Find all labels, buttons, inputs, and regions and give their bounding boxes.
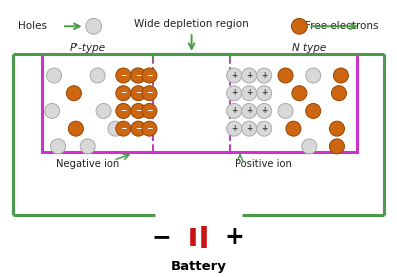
Circle shape	[333, 68, 349, 83]
Circle shape	[256, 68, 272, 83]
Circle shape	[142, 86, 157, 101]
Circle shape	[131, 86, 146, 101]
Text: −: −	[135, 106, 142, 115]
Circle shape	[292, 86, 307, 101]
Text: −: −	[120, 71, 127, 79]
Circle shape	[116, 86, 131, 101]
Circle shape	[227, 121, 242, 136]
Text: +: +	[224, 225, 244, 249]
Text: +: +	[261, 106, 267, 115]
Circle shape	[131, 103, 146, 119]
Text: −: −	[146, 71, 152, 79]
Text: +: +	[231, 124, 237, 133]
Circle shape	[50, 139, 66, 154]
Circle shape	[130, 68, 145, 83]
Text: P'-type: P'-type	[69, 43, 106, 53]
Circle shape	[302, 139, 317, 154]
Circle shape	[116, 121, 131, 136]
Text: +: +	[231, 88, 237, 97]
Text: Holes: Holes	[19, 21, 48, 31]
Circle shape	[242, 121, 256, 136]
Circle shape	[256, 86, 272, 101]
Circle shape	[330, 139, 345, 154]
Circle shape	[256, 121, 272, 136]
Circle shape	[80, 139, 95, 154]
Text: −: −	[135, 71, 142, 79]
Circle shape	[242, 86, 256, 101]
Circle shape	[131, 121, 146, 136]
Circle shape	[227, 103, 242, 119]
Text: −: −	[120, 106, 127, 115]
Circle shape	[142, 121, 157, 136]
Circle shape	[286, 121, 301, 136]
Circle shape	[278, 103, 293, 119]
Circle shape	[44, 103, 60, 119]
Bar	[42, 54, 357, 152]
Circle shape	[86, 18, 102, 34]
Text: −: −	[146, 106, 152, 115]
Circle shape	[142, 68, 157, 83]
Text: −: −	[151, 225, 171, 249]
Circle shape	[46, 68, 62, 83]
Text: Wide depletion region: Wide depletion region	[134, 19, 249, 29]
Text: +: +	[261, 88, 267, 97]
Text: −: −	[120, 124, 127, 133]
Text: +: +	[231, 106, 237, 115]
Circle shape	[96, 103, 111, 119]
Circle shape	[227, 86, 242, 101]
Text: +: +	[246, 124, 252, 133]
Text: Free electrons: Free electrons	[305, 21, 378, 31]
Text: +: +	[246, 88, 252, 97]
Circle shape	[331, 86, 347, 101]
Circle shape	[256, 103, 272, 119]
Circle shape	[142, 103, 157, 119]
Text: +: +	[261, 124, 267, 133]
Circle shape	[278, 68, 293, 83]
Text: N type: N type	[292, 43, 326, 53]
Circle shape	[227, 68, 242, 83]
Text: +: +	[261, 71, 267, 79]
Circle shape	[291, 18, 307, 34]
Circle shape	[90, 68, 105, 83]
Text: Negative ion: Negative ion	[56, 159, 119, 169]
Circle shape	[116, 103, 131, 119]
Circle shape	[68, 121, 83, 136]
Text: +: +	[246, 71, 252, 79]
Text: −: −	[146, 124, 152, 133]
Circle shape	[306, 103, 321, 119]
Text: Positive ion: Positive ion	[235, 159, 292, 169]
Circle shape	[330, 121, 345, 136]
Circle shape	[131, 68, 146, 83]
Text: +: +	[246, 106, 252, 115]
Circle shape	[306, 68, 321, 83]
Text: +: +	[231, 71, 237, 79]
Text: −: −	[120, 88, 127, 97]
Circle shape	[242, 103, 256, 119]
Text: −: −	[146, 88, 152, 97]
Text: Battery: Battery	[171, 260, 226, 273]
Text: −: −	[135, 124, 142, 133]
Text: −: −	[135, 88, 142, 97]
Circle shape	[242, 68, 256, 83]
Circle shape	[66, 86, 81, 101]
Circle shape	[116, 68, 131, 83]
Circle shape	[108, 121, 123, 136]
